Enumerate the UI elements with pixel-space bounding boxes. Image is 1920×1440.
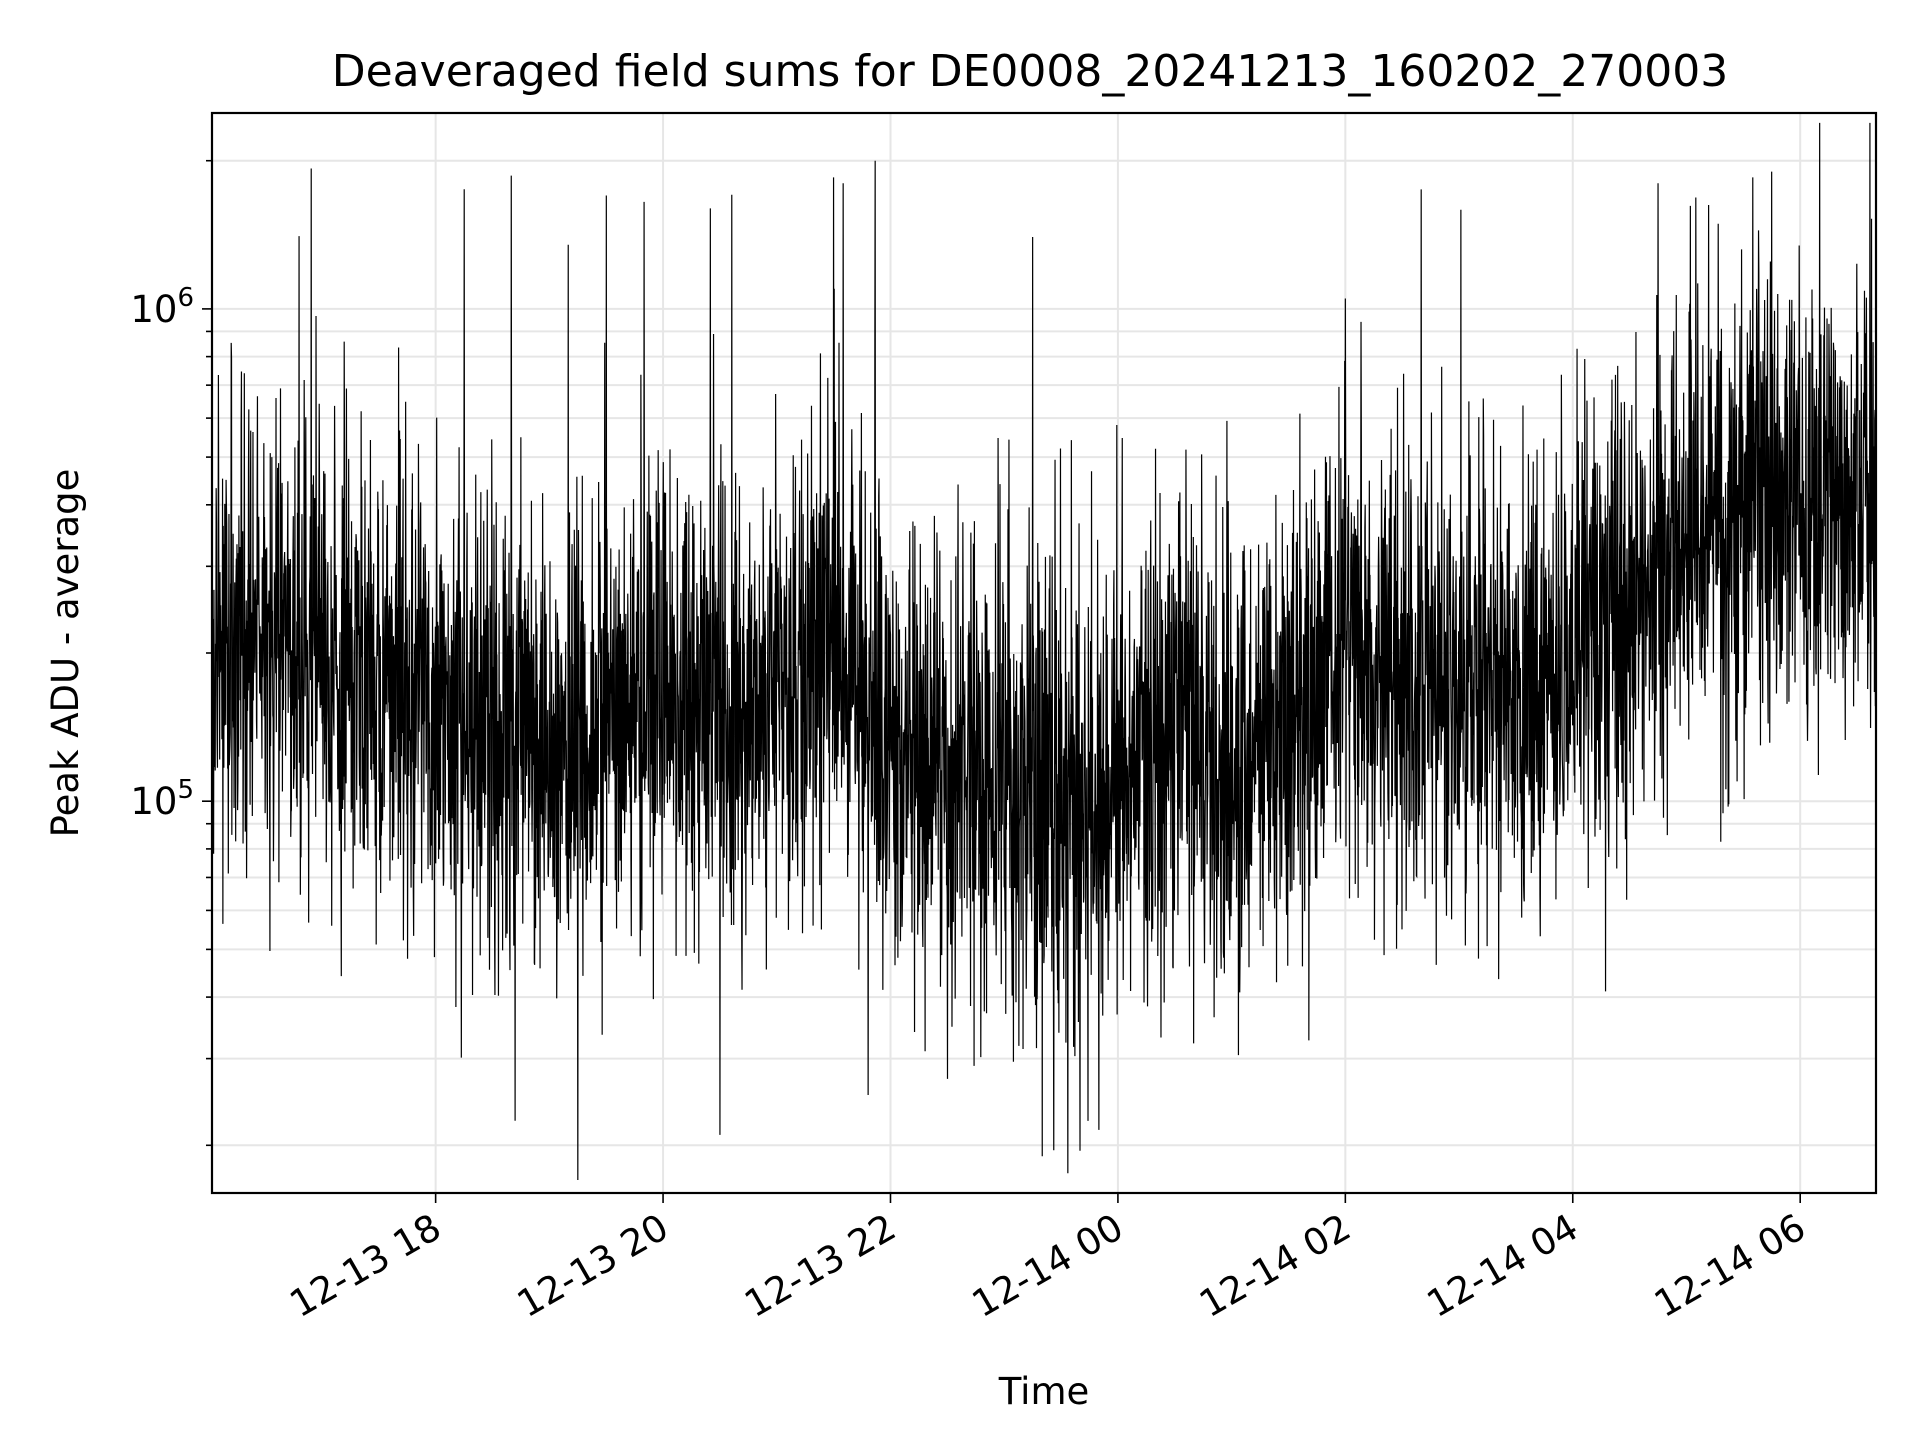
- y-axis: 105 106: [130, 159, 212, 1147]
- x-tick-label: 12-13 22: [737, 1206, 903, 1326]
- x-tick-label: 12-13 18: [283, 1206, 449, 1326]
- data-layer: [211, 122, 1877, 1181]
- x-axis-label: Time: [998, 1370, 1090, 1413]
- chart-title: Deaveraged field sums for DE0008_2024121…: [332, 46, 1729, 97]
- x-tick-label: 12-14 06: [1647, 1206, 1813, 1326]
- plot-area: [210, 111, 1878, 1195]
- x-tick-label: 12-14 04: [1420, 1206, 1586, 1326]
- series-line: [211, 122, 1877, 1181]
- x-tick-label: 12-14 00: [965, 1206, 1131, 1326]
- x-axis: 12-13 18 12-13 20 12-13 22 12-14 00 12-14 02…: [283, 1193, 1813, 1326]
- y-tick-label: 105: [130, 775, 194, 823]
- y-tick-label: 106: [130, 283, 194, 331]
- y-axis-label: Peak ADU - average: [44, 469, 87, 838]
- x-tick-label: 12-14 02: [1192, 1206, 1358, 1326]
- x-tick-label: 12-13 20: [510, 1206, 676, 1326]
